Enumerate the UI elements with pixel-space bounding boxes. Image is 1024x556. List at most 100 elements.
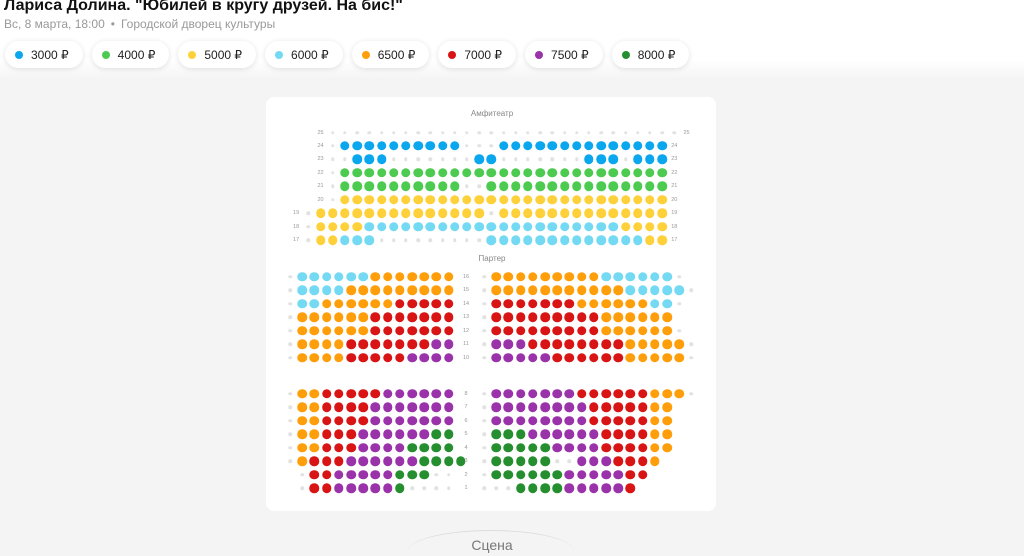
seat-row-16-11[interactable] [613, 271, 623, 282]
seat-row-24-3[interactable] [340, 141, 350, 151]
seat-row-2-8[interactable] [576, 469, 587, 480]
seat-row-15-13[interactable] [637, 285, 648, 295]
seat-row-16-11[interactable] [419, 271, 429, 282]
seat-row-15-15[interactable] [662, 285, 672, 295]
seat-row-22-6[interactable] [376, 168, 387, 178]
seat-row-19-18[interactable] [523, 208, 533, 218]
seat-row-23-28[interactable] [645, 154, 655, 165]
seat-row-18-3[interactable] [340, 221, 350, 232]
seat-row-7-5[interactable] [540, 402, 550, 412]
seat-row-10-1[interactable] [297, 352, 307, 363]
seat-row-24-25[interactable] [608, 141, 619, 151]
seat-row-13-2[interactable] [309, 312, 320, 322]
seat-row-14-1[interactable] [491, 298, 501, 309]
seat-row-15-4[interactable] [334, 285, 344, 295]
seat-row-8-14[interactable] [650, 388, 660, 399]
seat-row-16-12[interactable] [625, 271, 636, 282]
seat-row-18-27[interactable] [632, 221, 643, 232]
seat-row-14-11[interactable] [419, 298, 429, 309]
seat-row-16-1[interactable] [491, 271, 501, 282]
seat-row-3-10[interactable] [407, 456, 417, 466]
seat-row-12-15[interactable] [662, 325, 672, 336]
seat-row-11-4[interactable] [528, 339, 538, 349]
seat-row-7-15[interactable] [662, 402, 672, 412]
seat-row-8-2[interactable] [503, 388, 514, 399]
seat-row-4-11[interactable] [613, 442, 623, 453]
seat-row-22-29[interactable] [657, 168, 667, 178]
seat-row-4-8[interactable] [576, 442, 587, 453]
seat-row-14-11[interactable] [613, 298, 623, 309]
seat-row-6-10[interactable] [601, 415, 611, 426]
seat-row-20-5[interactable] [364, 195, 375, 205]
seat-row-1-3[interactable] [515, 483, 526, 493]
seat-row-15-13[interactable] [443, 285, 454, 295]
seat-row-1-4[interactable] [334, 483, 344, 493]
seat-row-23-27[interactable] [632, 154, 643, 165]
seat-row-11-15[interactable] [662, 339, 672, 349]
seat-row-19-29[interactable] [657, 208, 667, 218]
seat-row-4-1[interactable] [297, 442, 307, 453]
seat-row-16-10[interactable] [601, 271, 611, 282]
seat-row-13-13[interactable] [443, 312, 454, 322]
seat-row-1-11[interactable] [613, 483, 623, 493]
seat-row-15-5[interactable] [346, 285, 356, 295]
seat-row-6-12[interactable] [625, 415, 636, 426]
seat-row-14-15[interactable] [662, 298, 672, 309]
seat-row-7-10[interactable] [407, 402, 417, 412]
seat-row-16-1[interactable] [297, 271, 307, 282]
seat-row-22-25[interactable] [608, 168, 619, 178]
seat-row-15-5[interactable] [540, 285, 550, 295]
seat-row-1-3[interactable] [321, 483, 332, 493]
seat-row-22-14[interactable] [474, 168, 484, 178]
seat-row-10-14[interactable] [650, 352, 660, 363]
seat-row-1-5[interactable] [540, 483, 550, 493]
seat-row-22-26[interactable] [620, 168, 631, 178]
seat-row-13-8[interactable] [576, 312, 587, 322]
seat-row-19-27[interactable] [632, 208, 643, 218]
seat-row-4-13[interactable] [637, 442, 648, 453]
seat-row-11-9[interactable] [395, 339, 405, 349]
price-chip-5000[interactable]: 5000 ₽ [178, 41, 257, 68]
seat-row-4-3[interactable] [515, 442, 526, 453]
seat-row-19-3[interactable] [340, 208, 350, 218]
seat-row-7-12[interactable] [431, 402, 442, 412]
seat-row-10-12[interactable] [625, 352, 636, 363]
seat-row-3-9[interactable] [589, 456, 599, 466]
seat-row-3-4[interactable] [528, 456, 538, 466]
seat-row-13-8[interactable] [382, 312, 393, 322]
seat-row-20-19[interactable] [535, 195, 545, 205]
seat-row-19-28[interactable] [645, 208, 655, 218]
seat-row-8-2[interactable] [309, 388, 320, 399]
seat-row-21-23[interactable] [584, 181, 594, 192]
seat-row-10-12[interactable] [431, 352, 442, 363]
seat-row-16-14[interactable] [650, 271, 660, 282]
seat-row-1-8[interactable] [382, 483, 393, 493]
seat-row-12-12[interactable] [625, 325, 636, 336]
seat-row-5-2[interactable] [309, 429, 320, 439]
seat-row-7-8[interactable] [382, 402, 393, 412]
seat-row-17-17[interactable] [510, 235, 521, 245]
seat-row-4-13[interactable] [443, 442, 454, 453]
seat-row-19-16[interactable] [498, 208, 509, 218]
seat-row-1-5[interactable] [346, 483, 356, 493]
seat-row-20-25[interactable] [608, 195, 619, 205]
seat-row-24-8[interactable] [401, 141, 411, 151]
seat-row-18-28[interactable] [645, 221, 655, 232]
seat-row-16-6[interactable] [552, 271, 562, 282]
seat-row-6-3[interactable] [515, 415, 526, 426]
seat-row-14-3[interactable] [321, 298, 332, 309]
seat-row-4-9[interactable] [395, 442, 405, 453]
seat-row-11-5[interactable] [346, 339, 356, 349]
seat-row-12-2[interactable] [309, 325, 320, 336]
seat-row-4-7[interactable] [370, 442, 381, 453]
seat-row-20-28[interactable] [645, 195, 655, 205]
seat-row-16-5[interactable] [540, 271, 550, 282]
seat-row-13-13[interactable] [637, 312, 648, 322]
seat-row-20-22[interactable] [571, 195, 582, 205]
seat-row-15-6[interactable] [552, 285, 562, 295]
seat-row-6-7[interactable] [370, 415, 381, 426]
seat-row-12-5[interactable] [346, 325, 356, 336]
seat-row-6-2[interactable] [503, 415, 514, 426]
seat-row-15-7[interactable] [564, 285, 575, 295]
seat-row-6-2[interactable] [309, 415, 320, 426]
